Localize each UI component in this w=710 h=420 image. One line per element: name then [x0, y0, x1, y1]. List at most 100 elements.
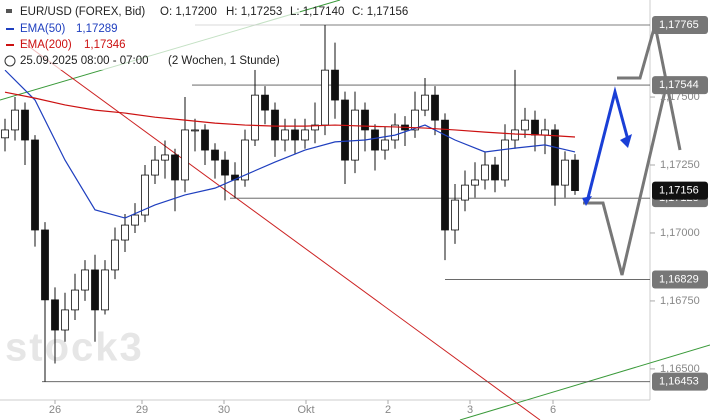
candle-body: [141, 174, 149, 216]
ohlc-open: O: 1,17200: [160, 6, 217, 18]
candle-body: [481, 164, 489, 181]
ema-line: [4, 69, 576, 219]
candle-body: [491, 164, 499, 181]
candle-body: [31, 139, 39, 231]
candle-body: [331, 69, 339, 101]
legend-value: 1,17346: [84, 39, 126, 51]
candle-body: [111, 239, 119, 271]
candle-body: [521, 119, 529, 131]
candle-body: [431, 94, 439, 121]
candle-body: [261, 94, 269, 111]
candle-body: [171, 154, 179, 181]
x-tick-label: Okt: [297, 404, 314, 416]
candle-body: [381, 139, 389, 151]
trend-line: [19, 39, 541, 420]
last-price-label: 1,17156: [659, 184, 699, 196]
ohlc-high: H: 1,17253: [226, 6, 282, 18]
clock-icon: [4, 55, 16, 67]
candle-body: [311, 124, 319, 131]
candle-body: [131, 214, 139, 226]
candle-body: [561, 159, 569, 186]
x-tick-label: 2: [385, 404, 391, 416]
candle-body: [51, 299, 59, 331]
symbol: EUR/USD (FOREX, Bid): [20, 6, 145, 18]
level-box: [652, 76, 708, 95]
trend-line: [459, 344, 710, 420]
candle-body: [371, 129, 379, 151]
candle-body: [291, 129, 299, 141]
interval: (2 Wochen, 1 Stunde): [168, 55, 280, 67]
candle-body: [221, 159, 229, 176]
candle-body: [241, 139, 249, 181]
candle-body: [151, 159, 159, 176]
ema-line: [4, 91, 576, 138]
candle-body: [201, 129, 209, 151]
symbol-icon: [6, 9, 12, 13]
candle-body: [1, 129, 9, 139]
candle-body: [531, 119, 539, 136]
candle-body: [451, 199, 459, 231]
y-tick-label: 1,16750: [660, 295, 700, 307]
x-tick-label: 3: [467, 404, 473, 416]
candle-body: [81, 269, 89, 291]
candle-body: [461, 184, 469, 201]
arrow-head: [582, 196, 592, 206]
watermark: stock3: [5, 326, 144, 370]
candle-body: [41, 229, 49, 301]
x-tick-label: 26: [49, 404, 61, 416]
x-tick-label: 29: [136, 404, 148, 416]
candle-body: [571, 159, 579, 191]
candle-body: [411, 109, 419, 131]
last-price-box: [652, 181, 708, 200]
candle-body: [61, 309, 69, 331]
x-tick-label: 6: [550, 404, 556, 416]
candle-body: [101, 269, 109, 311]
candle-body: [361, 109, 369, 131]
forecast-arrow: [586, 86, 630, 199]
y-tick-label: 1,17000: [660, 227, 700, 239]
candle-body: [91, 269, 99, 311]
level-label: 1,16453: [659, 376, 699, 388]
candle-body: [321, 69, 329, 126]
level-box: [652, 372, 708, 391]
candle-body: [551, 129, 559, 186]
level-label: 1,17765: [659, 19, 699, 31]
legend-value: 1,17289: [76, 23, 118, 35]
candle-body: [21, 109, 29, 141]
y-tick-label: 1,16500: [660, 363, 700, 375]
y-tick-label: 1,17250: [660, 159, 700, 171]
projection: [583, 77, 670, 276]
candle-body: [351, 109, 359, 161]
header-bg: [0, 0, 300, 70]
candle-body: [501, 139, 509, 181]
candle-body: [211, 149, 219, 161]
arrow-head: [620, 134, 632, 148]
ohlc-low: L: 1,17140: [290, 6, 344, 18]
period: 25.09.2025 08:00 - 07:00: [20, 55, 149, 67]
candle-body: [471, 179, 479, 186]
candle-body: [71, 289, 79, 311]
level-box: [652, 270, 708, 289]
candle-body: [391, 124, 399, 141]
level-label: 1,16829: [659, 273, 699, 285]
candle-body: [441, 119, 449, 231]
candle-body: [251, 94, 259, 141]
candle-body: [271, 109, 279, 141]
candle-body: [541, 129, 549, 136]
level-label: 1,17544: [659, 79, 699, 91]
candle-body: [121, 224, 129, 241]
candle-body: [341, 99, 349, 161]
ohlc-close: C: 1,17156: [352, 6, 408, 18]
candle-body: [511, 129, 519, 141]
candle-body: [281, 129, 289, 141]
candle-body: [181, 129, 189, 181]
level-box: [652, 16, 708, 35]
candle-body: [161, 154, 169, 161]
candle-body: [421, 94, 429, 111]
legend-name: EMA(200): [20, 39, 72, 51]
candle-body: [301, 129, 309, 141]
candle-body: [11, 109, 19, 131]
x-tick-label: 30: [218, 404, 230, 416]
candle-body: [191, 129, 199, 132]
